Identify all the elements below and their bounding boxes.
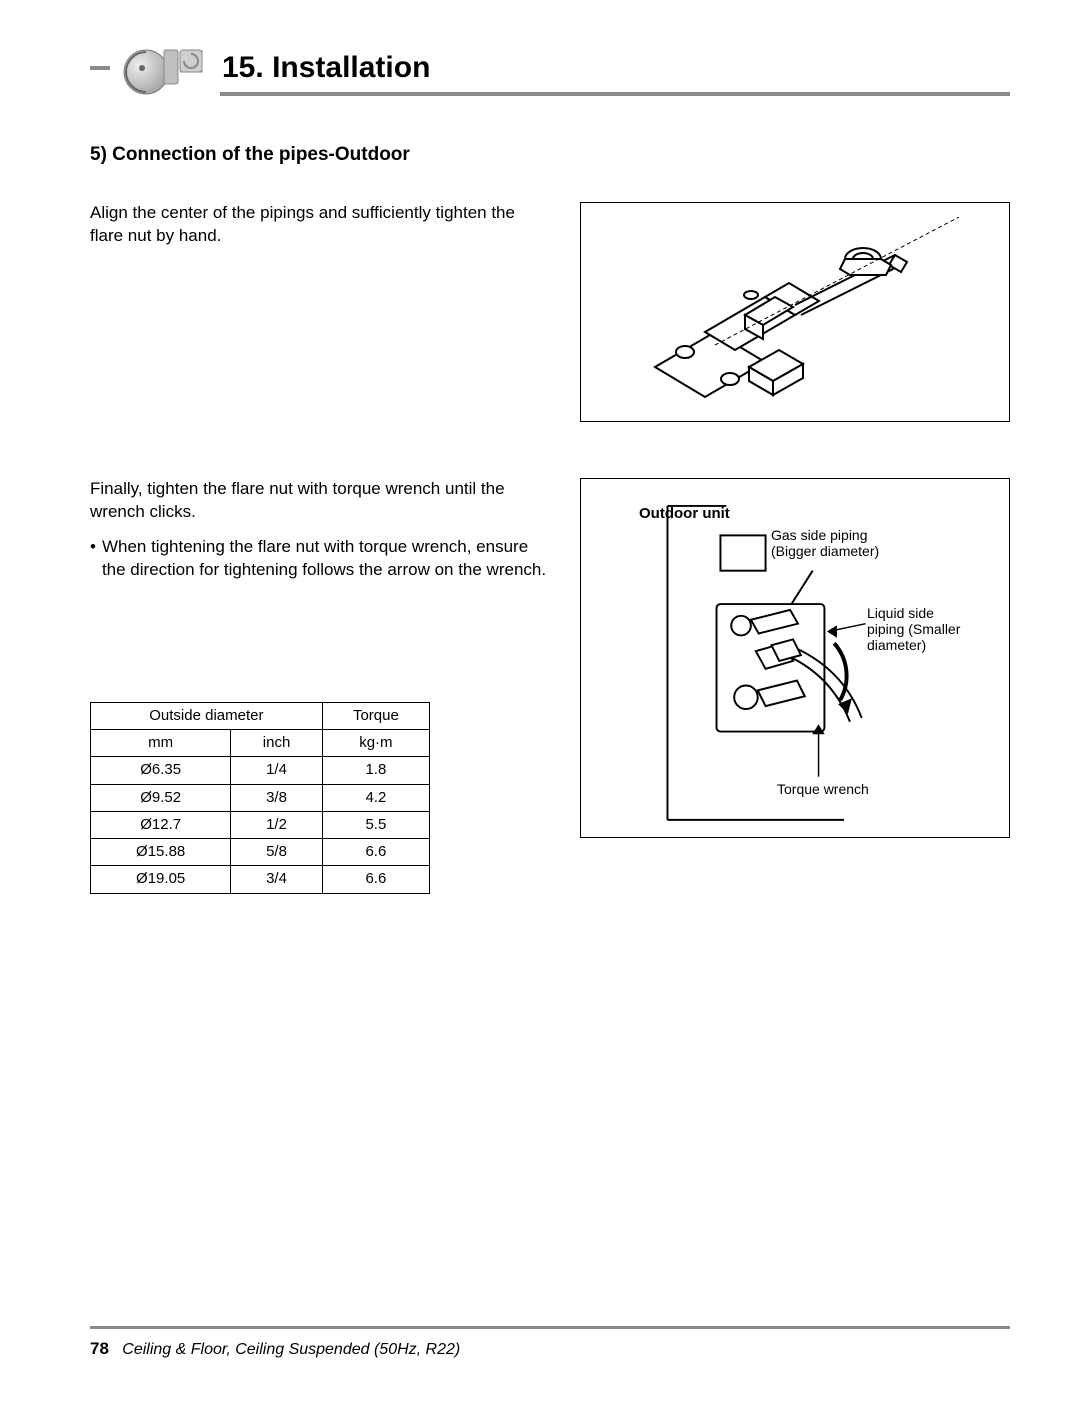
th-inch: inch: [231, 730, 322, 757]
bullet-1: When tightening the flare nut with torqu…: [102, 536, 550, 582]
section-heading: 5) Connection of the pipes-Outdoor: [90, 144, 1010, 166]
chapter-number-text: 15.: [222, 51, 264, 84]
cell-kgm: 6.6: [322, 866, 429, 893]
torque-table: Outside diameter Torque mm inch kg·m Ø6.…: [90, 702, 430, 894]
cell-inch: 3/8: [231, 784, 322, 811]
table-row: Ø9.52 3/8 4.2: [91, 784, 430, 811]
cell-inch: 3/4: [231, 866, 322, 893]
footer-rule: [90, 1326, 1010, 1329]
table-row: Ø15.88 5/8 6.6: [91, 839, 430, 866]
cell-mm: Ø15.88: [91, 839, 231, 866]
cell-inch: 1/2: [231, 811, 322, 838]
label-liquid-pipe: Liquid side piping (Smaller diameter): [867, 605, 967, 653]
cell-inch: 1/4: [231, 757, 322, 784]
th-mm: mm: [91, 730, 231, 757]
label-outdoor-unit: Outdoor unit: [639, 505, 730, 522]
footer-title: Ceiling & Floor, Ceiling Suspended (50Hz…: [122, 1341, 460, 1358]
bullet-marker: •: [90, 536, 96, 582]
th-outside-diameter: Outside diameter: [91, 702, 323, 729]
chapter-header: 15. Installation: [90, 38, 1010, 98]
paragraph-2: Finally, tighten the flare nut with torq…: [90, 478, 550, 524]
figure-flare-connection: [580, 202, 1010, 422]
header-rule: [220, 92, 1010, 96]
table-row: Ø12.7 1/2 5.5: [91, 811, 430, 838]
page-footer: 78 Ceiling & Floor, Ceiling Suspended (5…: [90, 1326, 1010, 1359]
cell-kgm: 1.8: [322, 757, 429, 784]
label-torque-wrench: Torque wrench: [777, 781, 869, 797]
chapter-title-text: Installation: [272, 51, 430, 84]
cell-mm: Ø12.7: [91, 811, 231, 838]
page-number: 78: [90, 1339, 109, 1358]
cell-kgm: 4.2: [322, 784, 429, 811]
table-row: Ø19.05 3/4 6.6: [91, 866, 430, 893]
cell-mm: Ø9.52: [91, 784, 231, 811]
cell-kgm: 6.6: [322, 839, 429, 866]
figure-outdoor-unit: Outdoor unit Gas side piping (Bigger dia…: [580, 478, 1010, 838]
label-gas-pipe: Gas side piping (Bigger diameter): [771, 527, 911, 559]
th-kgm: kg·m: [322, 730, 429, 757]
cell-kgm: 5.5: [322, 811, 429, 838]
logo: [120, 38, 206, 98]
cell-mm: Ø19.05: [91, 866, 231, 893]
cell-inch: 5/8: [231, 839, 322, 866]
table-row: Ø6.35 1/4 1.8: [91, 757, 430, 784]
chapter-title: 15. Installation: [222, 51, 430, 85]
cell-mm: Ø6.35: [91, 757, 231, 784]
paragraph-1: Align the center of the pipings and suff…: [90, 202, 550, 248]
th-torque: Torque: [322, 702, 429, 729]
header-rule-left: [90, 66, 110, 70]
